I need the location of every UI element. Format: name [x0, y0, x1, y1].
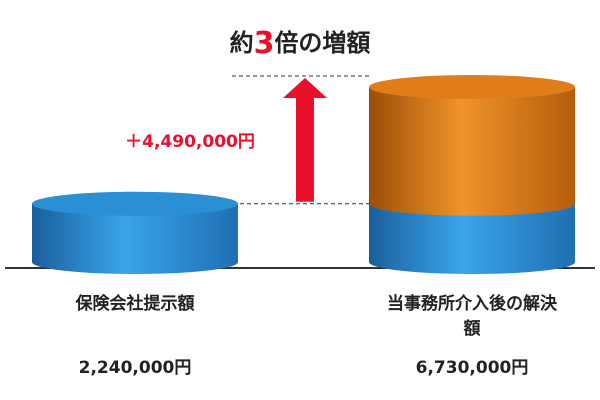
- cylinder-top: [32, 191, 238, 216]
- title-part: 3: [254, 26, 275, 61]
- title-part: 倍の増額: [274, 29, 370, 57]
- cylinder-side: [369, 87, 575, 204]
- increase-arrow: [283, 78, 327, 202]
- category-label: 当事務所介入後の解決額: [387, 294, 557, 339]
- title-part: 約: [230, 29, 254, 57]
- cylinder-segment: [32, 191, 238, 274]
- cylinder-segment: [369, 75, 575, 216]
- cylinder-top: [369, 75, 575, 99]
- increase-label: ＋4,490,000円: [125, 132, 255, 152]
- total-label: 2,240,000円: [78, 358, 192, 378]
- category-label: 保険会社提示額: [75, 294, 195, 314]
- total-label: 6,730,000円: [415, 358, 529, 378]
- chart-title: 約3倍の増額: [230, 26, 371, 61]
